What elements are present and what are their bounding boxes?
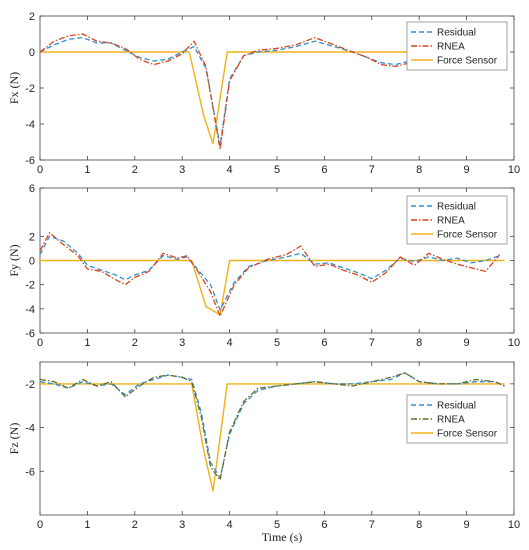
legend: Residual RNEA Force Sensor: [406, 394, 508, 444]
y-tick-label: 0: [29, 47, 35, 59]
legend: Residual RNEA Force Sensor: [406, 21, 508, 71]
x-tick-label: 5: [274, 519, 280, 531]
x-tick-label: 5: [274, 164, 280, 176]
y-tick-label: -6: [25, 328, 35, 340]
series-line-force-sensor: [40, 51, 420, 145]
x-tick-label: 3: [179, 519, 185, 531]
x-tick-label: 1: [84, 337, 90, 349]
series-line-force-sensor: [40, 383, 505, 492]
x-tick-label: 2: [132, 519, 138, 531]
x-tick-label: 0: [37, 337, 43, 349]
x-tick-label: 0: [37, 519, 43, 531]
x-tick-label: 3: [179, 337, 185, 349]
series-line-force-sensor: [40, 259, 505, 316]
y-tick-label: -2: [25, 83, 35, 95]
y-axis-label: Fy (N): [7, 244, 21, 276]
series-line-rnea: [39, 232, 501, 317]
series-line-rnea: [39, 33, 420, 150]
legend-label: Residual: [437, 202, 476, 213]
x-tick-label: 1: [84, 164, 90, 176]
legend-label: Residual: [437, 28, 476, 39]
y-tick-label: -4: [25, 423, 35, 435]
x-tick-label: 9: [464, 519, 470, 531]
x-tick-label: 7: [369, 337, 375, 349]
x-axis-label: Time (s): [262, 530, 303, 544]
y-tick-label: -6: [25, 155, 35, 167]
legend: Residual RNEA Force Sensor: [406, 195, 508, 245]
x-tick-label: 8: [416, 519, 422, 531]
legend-label: Force Sensor: [437, 56, 498, 67]
panel-1: 0 1 2 3 4 5 6 7 8 9 10 2 0 -2 -4 -6 Fx (N) Residual RNEA Fo…: [7, 11, 520, 176]
y-tick-label: 2: [29, 11, 35, 23]
x-tick-label: 8: [416, 337, 422, 349]
legend-label: RNEA: [437, 415, 465, 426]
y-tick-label: -2: [25, 379, 35, 391]
x-tick-label: 9: [464, 337, 470, 349]
x-tick-label: 7: [369, 164, 375, 176]
y-axis-label: Fz (N): [7, 423, 21, 455]
x-tick-label: 2: [132, 337, 138, 349]
x-tick-label: 6: [321, 519, 327, 531]
x-tick-label: 10: [508, 164, 520, 176]
x-tick-label: 10: [508, 337, 520, 349]
legend-label: Residual: [437, 401, 476, 412]
series-line-rnea: [39, 372, 505, 481]
legend-label: RNEA: [437, 216, 465, 227]
series-line-residual: [39, 36, 420, 147]
y-tick-label: 6: [29, 183, 35, 195]
x-tick-label: 5: [274, 337, 280, 349]
y-tick-label: 0: [29, 256, 35, 268]
x-tick-label: 1: [84, 519, 90, 531]
series-line-residual: [39, 235, 501, 311]
legend-label: Force Sensor: [437, 230, 498, 241]
legend-label: RNEA: [437, 42, 465, 53]
y-tick-label: -4: [25, 119, 35, 131]
x-tick-label: 3: [179, 164, 185, 176]
x-tick-label: 4: [227, 519, 233, 531]
x-tick-label: 7: [369, 519, 375, 531]
x-tick-label: 10: [508, 519, 520, 531]
legend-label: Force Sensor: [437, 429, 498, 440]
y-tick-label: -2: [25, 280, 35, 292]
x-tick-label: 9: [464, 164, 470, 176]
x-tick-label: 8: [416, 164, 422, 176]
panel-2: 0 1 2 3 4 5 6 7 8 9 10 6 2 0 -2 -4 -6 Fy (N) Residual RNEA F…: [7, 183, 520, 349]
x-tick-label: 4: [227, 164, 233, 176]
y-tick-label: -6: [25, 466, 35, 478]
x-tick-label: 6: [321, 337, 327, 349]
y-axis-label: Fx (N): [7, 72, 21, 104]
x-tick-label: 4: [227, 337, 233, 349]
panel-3: 0 1 2 3 4 5 6 7 8 9 10 -2 -4 -6 Fz (N) Residual RNEA Forc…: [7, 361, 520, 531]
x-tick-label: 2: [132, 164, 138, 176]
y-tick-label: -4: [25, 304, 35, 316]
x-tick-label: 6: [321, 164, 327, 176]
x-tick-label: 0: [37, 164, 43, 176]
y-tick-label: 2: [29, 231, 35, 243]
